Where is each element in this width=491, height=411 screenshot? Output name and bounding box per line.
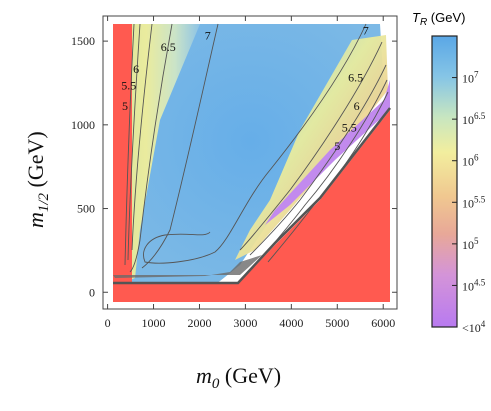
colorbar-title: TR (GeV) — [412, 10, 465, 28]
contour-5-left — [124, 23, 135, 266]
x-axis-title: m0 (GeV) — [196, 363, 281, 392]
x-tick-label: 4000 — [279, 316, 303, 330]
boundary-line — [113, 107, 391, 285]
colorbar-tick-label: 106 — [462, 153, 479, 169]
x-tick-label: 6000 — [371, 316, 395, 330]
contour-6-right — [249, 64, 387, 256]
excluded-region-left — [113, 24, 132, 285]
contour-6.5-right — [239, 41, 383, 251]
colorbar-tick-label: 104.5 — [462, 277, 486, 293]
contour-label: 5 — [122, 99, 128, 113]
contour-label: 6.5 — [348, 70, 363, 84]
contour-7-left — [141, 23, 219, 269]
colorbar-tick-label: 105 — [462, 236, 479, 252]
x-axis-ticks: 0 1000 2000 3000 4000 5000 6000 — [105, 16, 395, 330]
allowed-region — [117, 24, 384, 285]
contour-label: 5.5 — [121, 79, 136, 93]
colorbar-tick-label: 107 — [462, 70, 479, 86]
x-tick-label: 5000 — [325, 316, 349, 330]
y-tick-label: 1500 — [71, 34, 95, 48]
contour-label: 5.5 — [342, 121, 357, 135]
dense-contour-stripe — [113, 255, 262, 278]
x-tick-label: 2000 — [187, 316, 211, 330]
contour-label: 6.5 — [161, 40, 176, 54]
contour-5-right — [267, 91, 389, 263]
colorbar-tick-label: <104 — [462, 319, 486, 335]
contour-label: 6 — [133, 62, 139, 76]
contour-5.5-right — [261, 79, 388, 259]
y-axis-ticks: 0 500 1000 1500 — [71, 34, 397, 299]
low-temperature-band-left — [117, 24, 200, 285]
x-tick-label: 1000 — [142, 316, 166, 330]
contour-label: 6 — [354, 99, 360, 113]
colorbar-tick-label: 106.5 — [462, 111, 486, 127]
y-tick-label: 0 — [89, 285, 95, 299]
y-tick-label: 500 — [77, 202, 95, 216]
x-tick-label: 0 — [105, 316, 111, 330]
contour-6-left — [131, 23, 153, 251]
low-temperature-band-right — [235, 35, 388, 260]
contour-7-right — [143, 23, 367, 264]
contour-lines — [124, 23, 389, 273]
contour-6.5-left — [129, 23, 173, 273]
x-tick-label: 3000 — [233, 316, 257, 330]
y-tick-label: 1000 — [71, 118, 95, 132]
colorbar-ticks: 107 106.5 106 105.5 105 104.5 <104 — [452, 70, 486, 335]
contour-label: 7 — [205, 28, 211, 42]
contour-label: 5 — [334, 139, 340, 153]
colorbar — [431, 35, 458, 328]
excluded-region-bottom — [113, 110, 390, 302]
colorbar-tick-label: 105.5 — [462, 194, 486, 210]
y-axis-title: m1/2 (GeV) — [23, 131, 52, 228]
contour-5.5-left — [127, 23, 141, 261]
contour-label: 7 — [363, 23, 369, 37]
purple-edge-region — [265, 80, 390, 225]
